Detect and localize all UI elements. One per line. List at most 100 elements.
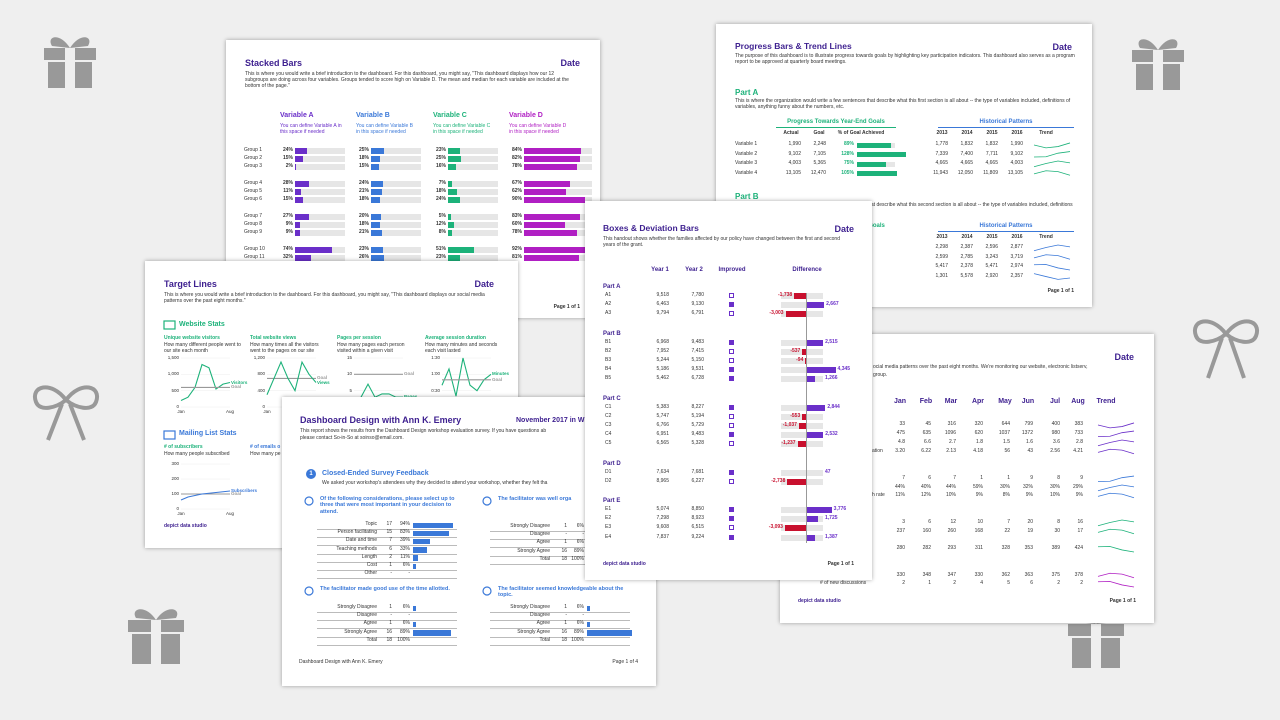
page-graphics bbox=[1097, 422, 1135, 588]
zero-line bbox=[806, 293, 807, 543]
cell: 280 bbox=[896, 545, 905, 551]
history-value: 5,471 bbox=[985, 263, 998, 269]
cell: 1.8 bbox=[976, 439, 983, 445]
diff-label: -3,003 bbox=[769, 310, 784, 317]
row-pct: 89% bbox=[573, 547, 584, 554]
page-intro: This is where you would write a brief in… bbox=[164, 292, 485, 304]
bar bbox=[295, 214, 309, 220]
part-title: Part B bbox=[603, 330, 621, 337]
trend-sparkline bbox=[1033, 244, 1071, 252]
month-header: Jun bbox=[1021, 398, 1035, 405]
bar bbox=[371, 156, 380, 162]
row-count: 18 bbox=[561, 636, 567, 643]
bar bbox=[295, 197, 303, 203]
value-label: 21% bbox=[358, 229, 369, 235]
cell: 16 bbox=[1077, 519, 1083, 525]
cell: 8 bbox=[1057, 475, 1060, 481]
section-title: Closed-Ended Survey Feedback bbox=[322, 470, 429, 477]
x-tick-label: Aug bbox=[225, 409, 234, 414]
item-label: B1 bbox=[605, 338, 612, 345]
cell: 168 bbox=[974, 528, 983, 534]
pct-label: 105% bbox=[841, 169, 854, 176]
row-count: 16 bbox=[561, 628, 567, 635]
value-label: 18% bbox=[358, 196, 369, 202]
deviation-track bbox=[781, 348, 823, 355]
deviation-bar bbox=[784, 525, 806, 532]
diff-label: -553 bbox=[790, 412, 801, 419]
bar bbox=[524, 156, 580, 162]
column-header: Improved bbox=[718, 267, 746, 273]
value-label: 81% bbox=[511, 254, 522, 260]
bar-track bbox=[295, 255, 345, 261]
cell: 6 bbox=[1030, 580, 1033, 586]
improved-box bbox=[729, 423, 734, 428]
variable-desc: You can define Variable C in this space … bbox=[433, 123, 491, 135]
cell: 330 bbox=[896, 572, 905, 578]
row-label: # of new discussions bbox=[820, 580, 867, 586]
variable-desc: You can define Variable A in this space … bbox=[280, 123, 342, 135]
row-count: 6 bbox=[389, 545, 392, 552]
year2: 8,850 bbox=[691, 506, 704, 512]
group-label: Group 8 bbox=[244, 221, 263, 227]
bar-track bbox=[295, 230, 345, 236]
item-label: E2 bbox=[605, 515, 612, 522]
value-label: 8% bbox=[438, 229, 446, 235]
value-label: 2% bbox=[285, 163, 293, 169]
bar bbox=[413, 547, 428, 553]
trend-sparkline bbox=[1033, 273, 1071, 280]
bar bbox=[448, 164, 456, 170]
goal: 5,365 bbox=[813, 160, 826, 166]
chart-desc: How many minutes and seconds each visit … bbox=[425, 342, 498, 354]
cell: 9 bbox=[1030, 475, 1033, 481]
row-pct: - bbox=[582, 612, 584, 619]
bar bbox=[371, 247, 383, 253]
bar-track bbox=[448, 189, 498, 195]
y-tick-label: 0:30 bbox=[431, 387, 440, 393]
page-number: Page 1 of 1 bbox=[827, 561, 854, 567]
history-header: Historical Patterns bbox=[979, 223, 1033, 229]
cell: 4.8 bbox=[898, 439, 905, 445]
row-label: Strongly Agree bbox=[344, 628, 377, 635]
monitor-icon bbox=[163, 320, 176, 330]
year-header: 2013 bbox=[936, 234, 948, 240]
history-value: 4,665 bbox=[960, 160, 973, 166]
y-tick-label: 100 bbox=[171, 491, 179, 496]
series-label: Pages bbox=[404, 394, 417, 399]
row-pct: 100% bbox=[397, 636, 410, 643]
row-pct: 6% bbox=[402, 562, 410, 568]
year2: 9,224 bbox=[691, 533, 704, 540]
value-label: 25% bbox=[435, 155, 446, 161]
improved-box bbox=[729, 525, 734, 531]
bar bbox=[295, 189, 301, 195]
history-value: 2,357 bbox=[1010, 272, 1023, 279]
goal: 2,248 bbox=[813, 141, 826, 147]
history-value: 7,711 bbox=[985, 150, 998, 157]
bar-track bbox=[295, 189, 345, 195]
history-value: 1,832 bbox=[985, 141, 998, 147]
y-tick-label: 10 bbox=[346, 371, 352, 377]
year-header: 2014 bbox=[961, 234, 973, 240]
item-label: D1 bbox=[605, 468, 612, 475]
variable-name: Variable A bbox=[280, 112, 314, 119]
bar bbox=[295, 255, 311, 261]
cell: 400 bbox=[1051, 421, 1060, 427]
diff-label: 2,515 bbox=[825, 338, 838, 345]
row-count: 1 bbox=[389, 620, 392, 627]
year2: 8,923 bbox=[691, 515, 704, 522]
bar-track bbox=[448, 222, 498, 228]
history-value: 11,943 bbox=[933, 169, 948, 176]
bar bbox=[448, 189, 457, 195]
question-title: Of the following considerations, please … bbox=[320, 496, 455, 515]
y-tick-label: 200 bbox=[171, 476, 179, 481]
row-label: Variable 2 bbox=[735, 150, 758, 157]
value-label: 74% bbox=[282, 246, 293, 252]
bar-track bbox=[448, 255, 498, 261]
footer: depict data studio bbox=[603, 561, 646, 567]
page-date: Date bbox=[1114, 352, 1134, 362]
item-label: E1 bbox=[605, 506, 612, 512]
series-label: Goal bbox=[231, 491, 242, 496]
row-pct: 39% bbox=[399, 537, 410, 544]
year1: 8,965 bbox=[656, 477, 669, 484]
cell: 1037 bbox=[998, 430, 1010, 436]
footer: Dashboard Design with Ann K. Emery bbox=[299, 659, 383, 665]
